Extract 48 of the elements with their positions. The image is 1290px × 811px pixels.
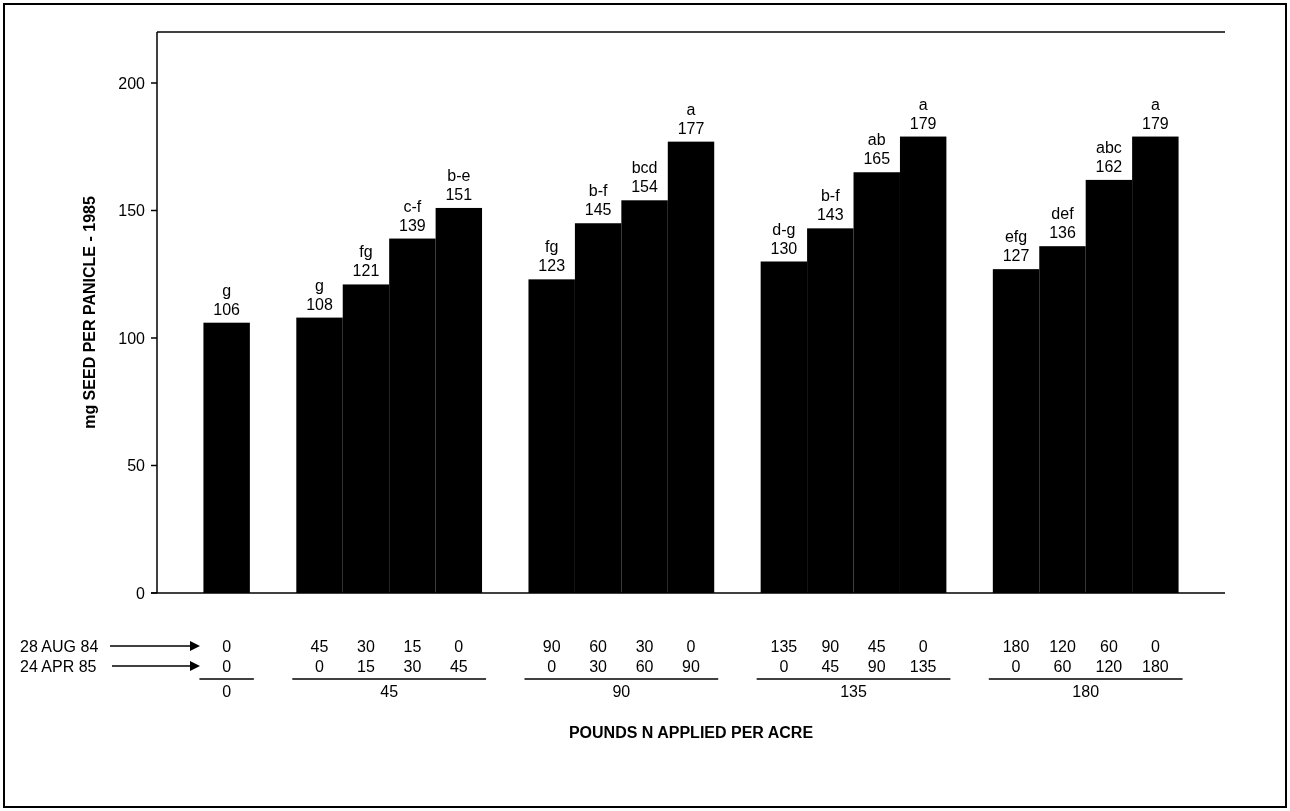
- data-label: g 106: [213, 281, 241, 318]
- y-axis-title: mg SEED PER PANICLE - 1985: [81, 196, 98, 429]
- x-tick-label: 0 180: [1142, 638, 1169, 675]
- data-label: b-f 143: [816, 187, 844, 224]
- text: 135: [840, 683, 867, 700]
- x-tick-label: 0 90: [682, 638, 700, 675]
- data-label: abc 162: [1095, 138, 1123, 175]
- data-label: d-g 130: [770, 220, 798, 257]
- x-tick-label: 180 0: [1002, 638, 1030, 675]
- data-label: g 108: [306, 276, 333, 313]
- x-tick-label: 45 0: [310, 638, 329, 675]
- x-tick-label: 0 135: [909, 638, 937, 675]
- x-tick-label: 30 60: [635, 638, 654, 675]
- text: 90: [612, 683, 631, 700]
- x-tick-label: 90 45: [821, 638, 840, 675]
- x-tick-label: 15 30: [403, 638, 422, 675]
- data-label: def 136: [1049, 205, 1076, 242]
- y-tick-label: 150: [118, 202, 146, 220]
- x-tick-label: 135 0: [770, 638, 798, 675]
- data-label: fg 123: [538, 238, 566, 275]
- data-label: c-f 139: [399, 197, 426, 234]
- x-tick-label: 90 0: [542, 638, 561, 675]
- y-tick-label: 0: [136, 584, 146, 602]
- x-tick-label: 60 120: [1095, 638, 1123, 675]
- data-label: a 179: [1142, 95, 1169, 132]
- data-label: b-f 145: [584, 182, 612, 219]
- x-tick-label: 45 90: [867, 638, 886, 675]
- y-tick-label: 200: [118, 74, 146, 92]
- text: 180: [1072, 683, 1100, 700]
- x-tick-label: 30 15: [357, 638, 375, 675]
- text: 45: [380, 683, 399, 700]
- y-tick-label: 50: [127, 457, 146, 475]
- y-tick-label: 100: [118, 329, 146, 347]
- x-tick-label: 120 60: [1049, 638, 1076, 675]
- data-label: bcd 154: [631, 159, 659, 196]
- x-tick-label: 60 30: [589, 638, 608, 675]
- data-label: efg 127: [1002, 228, 1030, 265]
- data-label: b-e 151: [445, 166, 473, 203]
- data-label: a 177: [677, 100, 705, 137]
- x-axis-title: POUNDS N APPLIED PER ACRE: [568, 724, 814, 741]
- data-label: ab 165: [863, 131, 891, 168]
- data-label: a 179: [909, 95, 937, 132]
- text: 0: [222, 683, 232, 700]
- text: 28 AUG 84: [20, 638, 99, 655]
- text: 24 APR 85: [20, 658, 97, 675]
- x-tick-label: 0 0: [222, 638, 232, 675]
- data-label: fg 121: [352, 243, 380, 280]
- x-tick-label: 0 45: [449, 638, 468, 675]
